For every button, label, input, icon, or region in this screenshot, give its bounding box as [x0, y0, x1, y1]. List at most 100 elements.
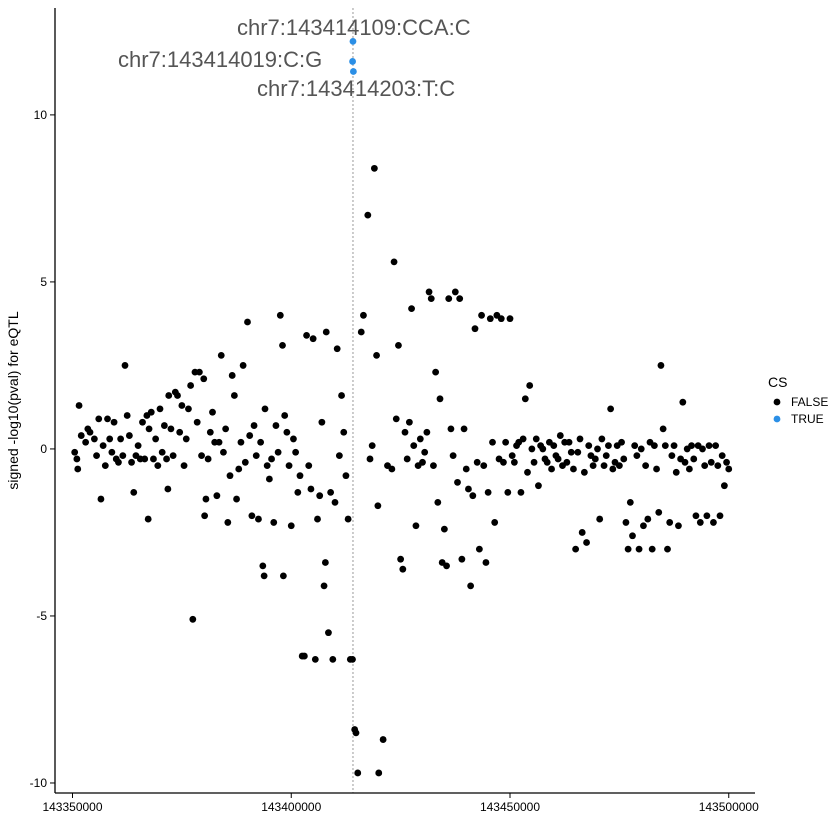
- y-tick-label: 0: [40, 442, 47, 456]
- point-false-107: [296, 472, 304, 480]
- point-false-255: [624, 545, 632, 553]
- point-false-121: [325, 629, 332, 637]
- point-false-301: [725, 465, 733, 473]
- point-false-81: [244, 318, 251, 326]
- point-false-278: [675, 522, 682, 530]
- point-false-23: [123, 412, 131, 419]
- point-false-12: [99, 442, 107, 449]
- point-false-111: [305, 462, 313, 470]
- point-false-182: [465, 485, 472, 493]
- point-false-95: [272, 422, 280, 429]
- point-false-127: [338, 392, 345, 399]
- point-false-35: [147, 408, 155, 416]
- point-false-50: [178, 402, 186, 409]
- point-false-184: [469, 492, 477, 500]
- point-false-3: [77, 432, 85, 439]
- point-false-88: [259, 562, 267, 570]
- point-false-234: [578, 529, 586, 536]
- point-false-122: [327, 488, 335, 496]
- point-false-227: [563, 458, 571, 466]
- point-false-185: [471, 325, 479, 333]
- point-false-299: [720, 482, 728, 490]
- point-false-134: [352, 729, 360, 737]
- point-false-132: [349, 655, 356, 663]
- point-false-86: [255, 515, 262, 523]
- point-false-1: [73, 455, 81, 463]
- point-false-89: [260, 572, 268, 580]
- point-false-78: [237, 438, 245, 446]
- point-false-208: [521, 395, 529, 403]
- point-false-257: [629, 532, 636, 540]
- point-false-280: [679, 398, 687, 406]
- point-false-270: [657, 362, 665, 369]
- point-false-25: [128, 458, 135, 466]
- point-false-201: [506, 315, 514, 323]
- point-false-142: [368, 442, 376, 449]
- point-false-70: [220, 448, 227, 456]
- point-false-64: [206, 428, 214, 436]
- y-axis-title: signed -log10(pval) for eQTL: [5, 311, 21, 489]
- point-false-43: [164, 485, 172, 493]
- point-false-125: [333, 345, 341, 353]
- point-false-212: [530, 458, 538, 466]
- point-false-258: [631, 442, 639, 449]
- point-false-14: [104, 415, 111, 423]
- point-false-92: [265, 475, 273, 483]
- point-false-21: [119, 452, 127, 460]
- point-false-263: [642, 462, 650, 470]
- point-false-87: [257, 438, 265, 446]
- point-false-153: [401, 428, 409, 436]
- point-false-207: [519, 435, 527, 443]
- point-false-223: [554, 455, 562, 463]
- point-false-105: [292, 448, 300, 456]
- point-false-200: [504, 488, 512, 496]
- point-false-206: [517, 488, 525, 496]
- point-false-90: [261, 405, 269, 413]
- x-tick-label: 143450000: [480, 800, 540, 814]
- point-false-19: [115, 458, 122, 466]
- point-false-39: [156, 405, 164, 413]
- point-false-59: [198, 452, 205, 460]
- point-false-293: [707, 458, 715, 466]
- point-false-193: [489, 438, 496, 446]
- point-false-15: [106, 435, 114, 443]
- point-false-202: [508, 452, 516, 460]
- point-false-130: [344, 515, 352, 523]
- point-false-188: [478, 311, 485, 319]
- point-false-101: [283, 428, 291, 436]
- point-false-84: [250, 422, 258, 429]
- point-false-94: [270, 519, 278, 526]
- x-tick-label: 143500000: [699, 800, 759, 814]
- y-tick-label: -5: [36, 609, 47, 623]
- point-false-97: [276, 311, 284, 319]
- y-tick-label: 10: [34, 108, 48, 122]
- point-false-61: [202, 495, 210, 503]
- point-false-44: [165, 392, 173, 399]
- point-false-24: [125, 432, 133, 439]
- point-false-214: [535, 482, 542, 490]
- point-false-216: [539, 445, 547, 453]
- point-false-194: [491, 519, 499, 526]
- point-false-239: [589, 462, 597, 470]
- point-false-114: [311, 655, 319, 663]
- variant-annotation-0: chr7:143414109:CCA:C: [237, 15, 471, 40]
- point-false-37: [152, 435, 160, 443]
- point-false-57: [193, 418, 201, 426]
- point-false-174: [447, 425, 455, 433]
- point-false-291: [703, 512, 711, 520]
- legend-title: CS: [768, 374, 787, 390]
- point-false-52: [182, 435, 190, 443]
- legend-label-true: TRUE: [791, 412, 824, 426]
- point-false-0: [71, 448, 79, 456]
- point-false-63: [204, 455, 212, 463]
- point-false-288: [696, 519, 704, 526]
- point-false-296: [714, 462, 722, 470]
- point-false-117: [318, 418, 326, 426]
- y-tick-label: -10: [30, 776, 48, 790]
- point-false-284: [688, 442, 695, 449]
- point-false-260: [635, 545, 643, 553]
- point-false-162: [421, 448, 429, 456]
- point-false-91: [263, 462, 271, 470]
- point-false-36: [150, 455, 157, 463]
- point-false-51: [180, 462, 188, 470]
